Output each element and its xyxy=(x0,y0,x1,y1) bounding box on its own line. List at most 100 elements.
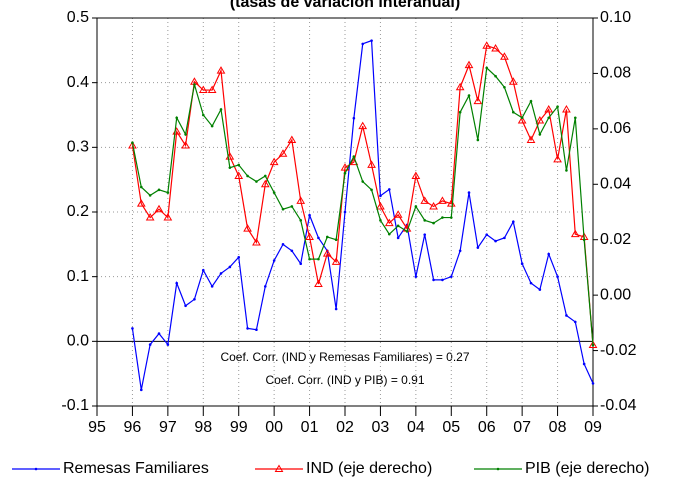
data-point xyxy=(529,99,533,103)
data-point xyxy=(473,96,483,105)
data-point xyxy=(556,275,559,278)
data-point xyxy=(556,105,559,108)
data-point xyxy=(458,110,462,114)
x-tick-label: 02 xyxy=(336,419,354,436)
data-point xyxy=(396,236,400,240)
data-point xyxy=(526,135,536,143)
data-point xyxy=(272,191,276,194)
data-point xyxy=(396,224,400,228)
data-point xyxy=(184,304,187,308)
data-point xyxy=(573,116,577,120)
data-point xyxy=(352,155,356,158)
data-point xyxy=(314,279,323,288)
data-point xyxy=(562,104,571,113)
data-point xyxy=(361,42,365,46)
plot-frame xyxy=(96,17,594,407)
data-point xyxy=(325,235,329,239)
data-point xyxy=(246,174,249,178)
data-point xyxy=(145,213,155,221)
data-point xyxy=(255,180,258,183)
data-point xyxy=(287,135,297,143)
y-tick-label: 0.3 xyxy=(67,139,89,156)
data-point xyxy=(485,66,489,70)
data-point xyxy=(565,314,568,317)
data-point xyxy=(234,171,244,179)
y2-tick-label: 0.06 xyxy=(600,120,631,137)
data-point xyxy=(219,108,223,111)
data-point xyxy=(322,249,332,257)
data-point xyxy=(193,83,196,86)
data-point xyxy=(334,307,338,311)
x-tick-label: 98 xyxy=(194,419,212,436)
data-point xyxy=(193,298,196,301)
data-point xyxy=(157,188,161,192)
data-point xyxy=(476,138,480,142)
data-point xyxy=(228,265,232,269)
data-point xyxy=(588,340,598,349)
data-point xyxy=(414,275,418,278)
x-tick-label: 00 xyxy=(265,419,283,436)
x-tick-label: 06 xyxy=(478,419,496,436)
data-point xyxy=(387,232,391,236)
data-point xyxy=(175,281,179,285)
data-point xyxy=(379,219,382,222)
legend-marker xyxy=(496,467,500,471)
y2-tick-label: 0.00 xyxy=(600,286,631,303)
data-point xyxy=(503,85,506,89)
data-point xyxy=(128,140,137,149)
data-point xyxy=(272,259,276,262)
data-point xyxy=(547,116,551,120)
data-point xyxy=(290,205,294,208)
data-point xyxy=(520,262,524,266)
data-point xyxy=(299,219,303,222)
data-point xyxy=(260,179,270,188)
data-point xyxy=(343,210,347,214)
data-point xyxy=(148,194,152,197)
data-point xyxy=(538,288,542,291)
data-point xyxy=(317,257,320,261)
data-point xyxy=(423,219,427,222)
data-point xyxy=(269,157,279,166)
data-point xyxy=(538,133,542,136)
data-point xyxy=(455,82,465,91)
data-point xyxy=(591,343,595,347)
x-tick-label: 99 xyxy=(230,419,248,436)
data-point xyxy=(387,188,391,191)
x-tick-label: 09 xyxy=(584,419,602,436)
data-point xyxy=(252,237,261,246)
data-point xyxy=(154,204,164,213)
data-point xyxy=(376,201,385,210)
x-tick-label: 95 xyxy=(88,419,106,436)
data-point xyxy=(228,166,232,169)
data-point xyxy=(565,169,568,172)
data-point xyxy=(438,196,447,204)
data-point xyxy=(210,124,214,128)
data-point xyxy=(511,220,515,223)
data-point xyxy=(352,116,356,120)
x-tick-label: 01 xyxy=(301,419,319,436)
data-point xyxy=(166,343,170,346)
data-point xyxy=(520,116,524,120)
data-point xyxy=(432,278,435,282)
data-point xyxy=(255,328,258,331)
data-point xyxy=(553,154,562,163)
data-point xyxy=(331,257,341,265)
data-point xyxy=(340,163,350,171)
legend-label: Remesas Familiares xyxy=(63,460,209,477)
x-tick-label: 05 xyxy=(442,419,460,436)
data-point xyxy=(263,174,267,178)
y2-tick-label: 0.08 xyxy=(600,65,631,82)
x-tick-label: 07 xyxy=(513,419,531,436)
data-point xyxy=(485,233,489,236)
data-point xyxy=(441,278,444,282)
data-point xyxy=(464,60,474,69)
data-point xyxy=(281,207,285,211)
data-point xyxy=(334,238,338,242)
data-point xyxy=(529,281,533,285)
data-point xyxy=(379,194,382,198)
y2-tick-label: 0.04 xyxy=(600,176,631,193)
y-tick-label: 0.5 xyxy=(67,9,89,26)
x-tick-label: 97 xyxy=(159,419,177,436)
annotation: Coef. Corr. (IND y Remesas Familiares) =… xyxy=(220,350,469,364)
data-point xyxy=(278,149,288,157)
